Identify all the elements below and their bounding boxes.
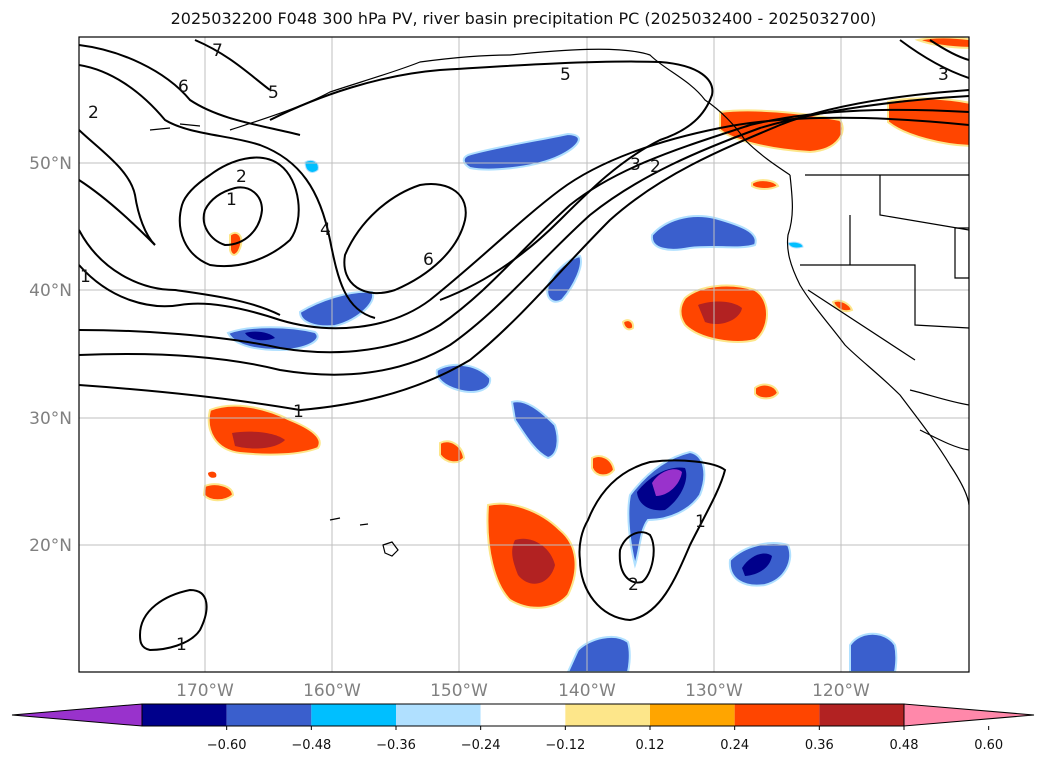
contour-label: 7: [212, 41, 223, 61]
contour-label: 6: [178, 77, 189, 97]
lon-label: 120°W: [812, 681, 870, 701]
colorbar-swatch: [650, 704, 735, 726]
contour-label: 1: [80, 267, 91, 287]
contour-label: 1: [695, 512, 706, 532]
lon-label: 140°W: [558, 681, 616, 701]
colorbar-tick-label: −0.60: [207, 738, 247, 753]
latitude-labels: 50°N 40°N 30°N 20°N: [29, 154, 72, 556]
contour-label: 5: [560, 65, 571, 85]
lon-label: 170°W: [176, 681, 234, 701]
colorbar-tick-label: 0.48: [890, 738, 919, 753]
lat-label: 30°N: [29, 409, 72, 429]
contour-label: 1: [293, 402, 304, 422]
contour-label: 6: [423, 250, 434, 270]
longitude-labels: 170°W 160°W 150°W 140°W 130°W 120°W: [176, 681, 870, 701]
colorbar: −0.60 −0.48 −0.36 −0.24 −0.12 0.12 0.24 0.36 0.4…: [11, 703, 1035, 753]
graticule: [79, 37, 969, 672]
colorbar-swatch: [480, 704, 566, 726]
contour-label: 2: [650, 157, 661, 177]
colorbar-swatch: [734, 704, 820, 726]
colorbar-tick-label: 0.36: [805, 738, 834, 753]
lon-label: 150°W: [430, 681, 488, 701]
colorbar-swatch: [819, 704, 904, 726]
contour-label: 3: [938, 65, 949, 85]
colorbar-extend-low: [11, 703, 143, 727]
colorbar-tick-label: −0.12: [545, 738, 585, 753]
colorbar-extend-high: [903, 703, 1035, 727]
contour-labels: 7 6 5 5 2 2 1 4 6 3 2 3 1 1 1 2 1: [80, 41, 949, 655]
contour-label: 2: [236, 167, 247, 187]
lon-label: 160°W: [303, 681, 361, 701]
contour-label: 2: [628, 575, 639, 595]
map-title: 2025032200 F048 300 hPa PV, river basin …: [170, 9, 877, 28]
colorbar-tick-label: −0.36: [376, 738, 416, 753]
pv-contours: [79, 39, 969, 652]
contour-label: 1: [176, 635, 187, 655]
colorbar-swatch: [311, 704, 396, 726]
colorbar-swatch: [565, 704, 650, 726]
colorbar-tick-label: −0.24: [461, 738, 501, 753]
contour-label: 3: [630, 155, 641, 175]
contour-label: 1: [226, 190, 237, 210]
contour-label: 2: [88, 103, 99, 123]
colorbar-swatch: [396, 704, 481, 726]
lat-label: 40°N: [29, 281, 72, 301]
colorbar-tick-label: 0.24: [720, 738, 749, 753]
colorbar-swatch: [142, 704, 227, 726]
colorbar-swatch: [226, 704, 312, 726]
lat-label: 20°N: [29, 536, 72, 556]
colorbar-tick-label: −0.48: [291, 738, 331, 753]
colorbar-tick-label: 0.12: [636, 738, 665, 753]
colorbar-tick-label: 0.60: [974, 738, 1003, 753]
colorbar-border: [141, 703, 905, 727]
lat-label: 50°N: [29, 154, 72, 174]
contour-label: 4: [320, 220, 331, 240]
map-frame: [78, 36, 970, 673]
lon-label: 130°W: [685, 681, 743, 701]
contour-label: 5: [268, 83, 279, 103]
coastlines: [149, 48, 969, 557]
